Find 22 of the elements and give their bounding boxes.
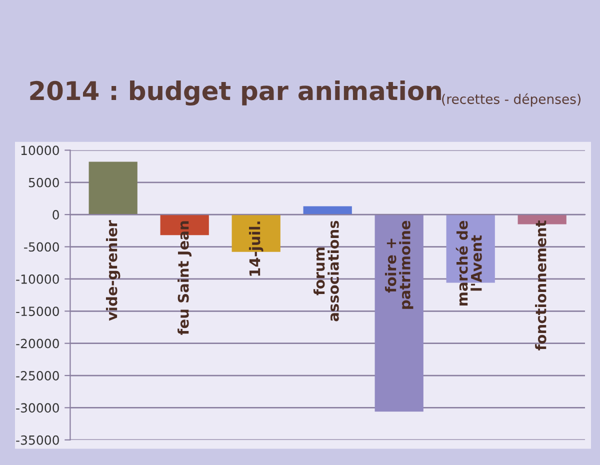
y-tick-label: -5000: [24, 242, 59, 252]
x-tick-label: 14-juil.: [248, 222, 264, 276]
y-tick-label: -15000: [16, 306, 59, 316]
bar: [88, 162, 138, 215]
y-tick-label: 10000: [21, 146, 59, 156]
y-tick-label: -35000: [16, 435, 59, 445]
x-tick-label: fonctionnement: [535, 220, 546, 350]
x-tick-label: vide-grenier: [106, 220, 120, 321]
x-tick-label: feu Saint Jean: [178, 221, 192, 335]
y-tick-label: 0: [52, 210, 59, 220]
bar: [303, 206, 352, 215]
x-tick-label: foire + patrimoine: [384, 220, 414, 309]
y-tick-label: -30000: [16, 403, 59, 413]
chart-subtitle: (recettes - dépenses): [442, 93, 580, 107]
y-tick-label: -20000: [16, 338, 59, 348]
x-tick-label: marché de l'Avent: [456, 220, 482, 306]
y-tick-label: -25000: [16, 370, 59, 380]
y-tick-label: -10000: [16, 274, 59, 284]
chart-title: 2014 : budget par animation: [30, 80, 441, 106]
y-tick-label: 5000: [28, 178, 59, 188]
bar: [374, 214, 424, 412]
x-tick-label: forum associations: [313, 220, 339, 322]
